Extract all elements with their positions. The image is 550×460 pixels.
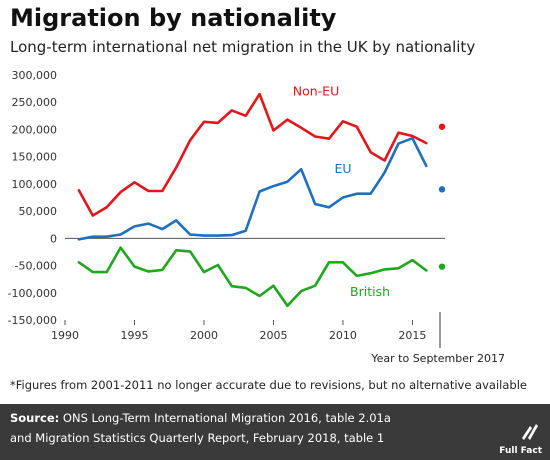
latest-point-non-eu bbox=[438, 123, 446, 130]
series-label-british: British bbox=[350, 284, 390, 299]
chart-subtitle: Long-term international net migration in… bbox=[10, 38, 476, 56]
chart-title: Migration by nationality bbox=[10, 4, 337, 32]
latest-point-british bbox=[438, 263, 446, 270]
x-tick-label: 1990 bbox=[51, 329, 79, 342]
x-tick-label: 2005 bbox=[259, 329, 287, 342]
x-tick-label: 1995 bbox=[120, 329, 148, 342]
latest-period-label: Year to September 2017 bbox=[370, 352, 505, 365]
y-tick-label: -50,000 bbox=[15, 260, 57, 273]
y-tick-label: 250,000 bbox=[12, 96, 58, 109]
x-tick-label: 2000 bbox=[190, 329, 218, 342]
y-tick-label: 200,000 bbox=[12, 123, 58, 136]
series-line-eu bbox=[77, 136, 428, 241]
source-label: Source: bbox=[10, 411, 60, 425]
y-tick-label: 300,000 bbox=[12, 69, 58, 82]
brand-name: Full Fact bbox=[499, 446, 542, 456]
source-line-1: Source: ONS Long-Term International Migr… bbox=[10, 411, 391, 425]
y-tick-label: 0 bbox=[50, 232, 57, 245]
y-tick-label: -150,000 bbox=[8, 314, 57, 327]
latest-point-eu bbox=[438, 186, 446, 193]
series-label-non-eu: Non-EU bbox=[293, 84, 339, 99]
series-label-eu: EU bbox=[334, 161, 351, 176]
series-line-non-eu bbox=[77, 92, 428, 217]
footnote: *Figures from 2001-2011 no longer accura… bbox=[10, 378, 527, 392]
source-bar: Source: ONS Long-Term International Migr… bbox=[0, 404, 550, 460]
x-tick-label: 2010 bbox=[329, 329, 357, 342]
series-line-british bbox=[77, 246, 428, 308]
x-tick-label: 2015 bbox=[398, 329, 426, 342]
line-chart: -150,000 -100,000 -50,000 0 50,000 100,000 150… bbox=[8, 69, 505, 365]
y-tick-label: -100,000 bbox=[8, 287, 57, 300]
y-tick-label: 100,000 bbox=[12, 178, 58, 191]
y-tick-label: 150,000 bbox=[12, 151, 58, 164]
source-line-2: and Migration Statistics Quarterly Repor… bbox=[10, 431, 385, 445]
full-fact-logo-icon bbox=[522, 424, 538, 440]
source-text-1: ONS Long-Term International Migration 20… bbox=[59, 411, 391, 425]
y-tick-label: 50,000 bbox=[19, 205, 58, 218]
